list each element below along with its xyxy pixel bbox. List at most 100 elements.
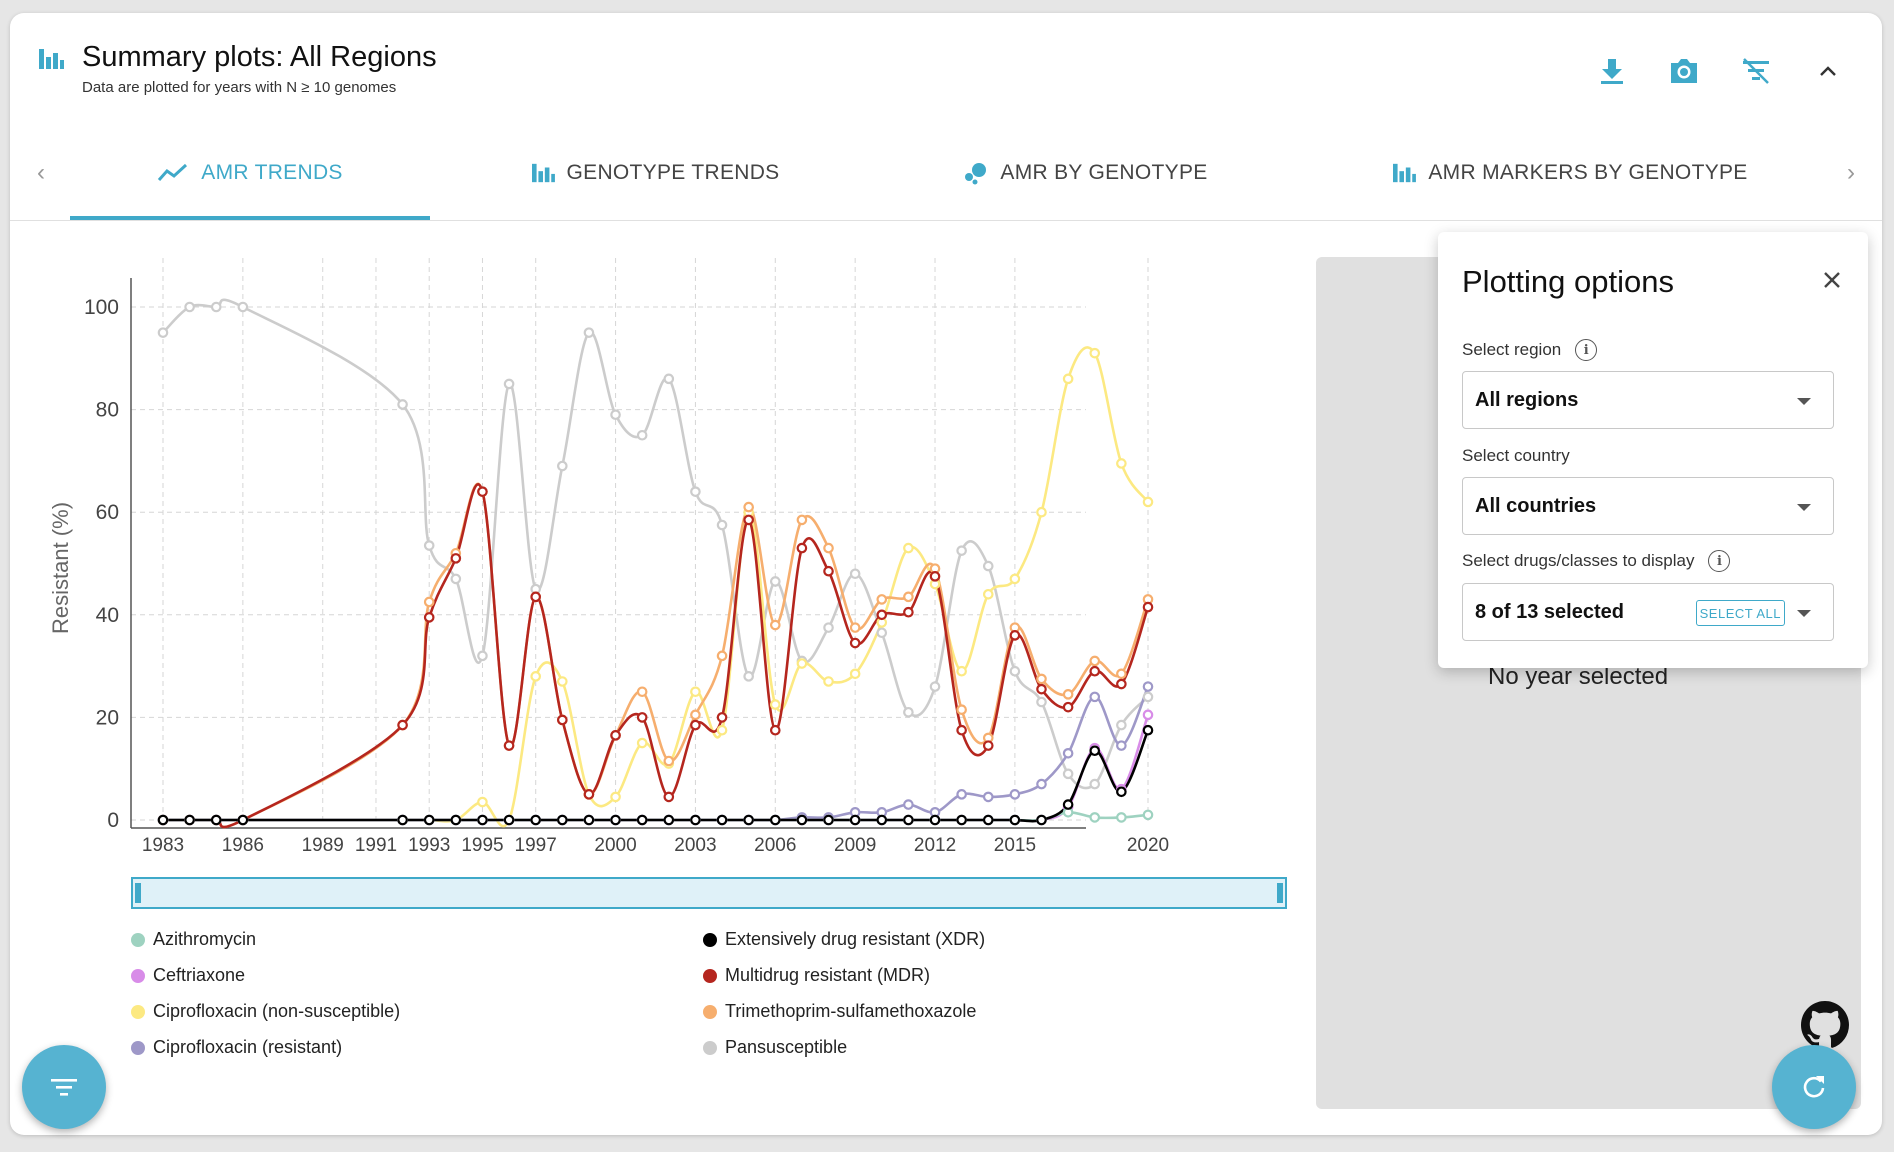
year-range-slider[interactable]	[131, 877, 1287, 909]
chart-bars-icon	[39, 49, 64, 69]
data-point-extensively-drug-resistant-xdr	[956, 814, 967, 826]
legend-item-extensively-drug-resistant-xdr[interactable]: Extensively drug resistant (XDR)	[703, 929, 985, 950]
data-point-ciprofloxacin-non-susceptible	[1142, 496, 1154, 508]
tab-scroll-left-button[interactable]: ‹	[37, 159, 45, 186]
legend-swatch	[703, 1004, 717, 1019]
data-point-pansusceptible	[157, 327, 169, 338]
chevron-up-icon	[1820, 66, 1836, 76]
tab-amr-markers-by-genotype[interactable]: AMR MARKERS BY GENOTYPE	[1370, 125, 1770, 221]
info-icon[interactable]: i	[1708, 550, 1731, 572]
data-point-ciprofloxacin-non-susceptible	[557, 676, 568, 687]
data-point-multidrug-resistant-mdr	[769, 724, 781, 736]
data-point-multidrug-resistant-mdr	[477, 486, 488, 497]
data-point-ciprofloxacin-resistant	[956, 789, 967, 800]
data-point-extensively-drug-resistant-xdr	[663, 814, 675, 826]
data-point-pansusceptible	[716, 519, 728, 531]
data-point-ciprofloxacin-non-susceptible	[690, 686, 701, 698]
legend-swatch	[703, 932, 717, 947]
legend-item-ceftriaxone[interactable]: Ceftriaxone	[131, 965, 245, 986]
legend-swatch	[131, 1040, 145, 1055]
tab-label: AMR BY GENOTYPE	[1000, 161, 1208, 184]
legend-item-multidrug-resistant-mdr[interactable]: Multidrug resistant (MDR)	[703, 965, 930, 986]
data-point-multidrug-resistant-mdr	[982, 740, 994, 751]
data-point-multidrug-resistant-mdr	[1142, 601, 1154, 613]
select-all-button[interactable]: SELECT ALL	[1695, 600, 1785, 626]
country-select[interactable]: All countries	[1462, 477, 1834, 535]
data-point-extensively-drug-resistant-xdr	[769, 814, 781, 826]
screenshot-button[interactable]	[1662, 49, 1706, 93]
data-point-extensively-drug-resistant-xdr	[1036, 814, 1047, 826]
data-point-ciprofloxacin-non-susceptible	[956, 665, 967, 677]
data-point-extensively-drug-resistant-xdr	[929, 814, 941, 826]
data-point-pansusceptible	[557, 460, 568, 472]
data-point-pansusceptible	[982, 560, 994, 572]
data-point-ciprofloxacin-non-susceptible	[769, 699, 781, 710]
close-options-button[interactable]	[1814, 262, 1850, 298]
series-line-pansusceptible	[162, 298, 1149, 790]
data-point-extensively-drug-resistant-xdr	[823, 814, 834, 826]
data-point-extensively-drug-resistant-xdr	[743, 814, 754, 826]
drugs-select[interactable]: 8 of 13 selected SELECT ALL	[1462, 583, 1834, 641]
y-tick-label: 40	[96, 604, 119, 627]
data-point-pansusceptible	[743, 671, 754, 682]
legend-item-ciprofloxacin-resistant[interactable]: Ciprofloxacin (resistant)	[131, 1037, 342, 1058]
data-point-multidrug-resistant-mdr	[929, 571, 941, 582]
close-icon	[1824, 272, 1840, 288]
series-line-ciprofloxacin-non-susceptible	[163, 346, 1150, 828]
data-point-extensively-drug-resistant-xdr	[796, 814, 808, 826]
data-point-pansusceptible	[583, 327, 595, 338]
x-tick-label: 2020	[1127, 835, 1169, 856]
data-point-multidrug-resistant-mdr	[849, 637, 861, 649]
legend-item-pansusceptible[interactable]: Pansusceptible	[703, 1037, 847, 1058]
chart-bars-icon	[1393, 163, 1417, 183]
data-point-pansusceptible	[1142, 691, 1154, 703]
tab-amr-trends[interactable]: AMR TRENDS	[70, 125, 430, 221]
data-point-trimethoprim-sulfamethoxazole	[1036, 673, 1047, 685]
data-point-extensively-drug-resistant-xdr	[903, 814, 914, 826]
dropdown-caret-icon	[1797, 504, 1811, 511]
data-point-pansusceptible	[1116, 719, 1127, 731]
data-point-pansusceptible	[849, 568, 861, 580]
y-tick-label: 100	[84, 296, 119, 319]
legend-item-trimethoprim-sulfamethoxazole[interactable]: Trimethoprim-sulfamethoxazole	[703, 1001, 976, 1022]
filters-fab-button[interactable]	[22, 1045, 106, 1129]
data-point-multidrug-resistant-mdr	[1089, 665, 1101, 677]
reset-fab-button[interactable]	[1772, 1045, 1856, 1129]
data-point-extensively-drug-resistant-xdr	[210, 814, 222, 826]
collapse-button[interactable]	[1806, 49, 1850, 93]
filter-off-icon	[1743, 58, 1769, 84]
tab-genotype-trends[interactable]: GENOTYPE TRENDS	[510, 125, 800, 221]
data-point-pansusceptible	[423, 540, 435, 551]
github-icon[interactable]	[1801, 1001, 1849, 1049]
x-tick-label: 1997	[515, 835, 557, 856]
legend-item-ciprofloxacin-non-susceptible[interactable]: Ciprofloxacin (non-susceptible)	[131, 1001, 400, 1022]
tab-scroll-right-button[interactable]: ›	[1847, 159, 1855, 186]
tab-amr-by-genotype[interactable]: AMR BY GENOTYPE	[940, 125, 1230, 221]
region-select[interactable]: All regions	[1462, 371, 1834, 429]
data-point-ciprofloxacin-non-susceptible	[530, 671, 542, 682]
x-tick-label: 2012	[914, 835, 956, 856]
download-button[interactable]	[1590, 49, 1634, 93]
x-tick-label: 2015	[994, 835, 1036, 856]
country-label: Select country	[1462, 446, 1570, 465]
slider-handle-start[interactable]	[135, 883, 141, 903]
data-point-pansusceptible	[636, 429, 648, 441]
slider-handle-end[interactable]	[1277, 883, 1283, 903]
clear-filters-button[interactable]	[1734, 49, 1778, 93]
data-point-extensively-drug-resistant-xdr	[690, 814, 701, 826]
data-point-multidrug-resistant-mdr	[1036, 683, 1047, 695]
x-tick-label: 1991	[355, 835, 397, 856]
data-point-ciprofloxacin-non-susceptible	[796, 658, 808, 669]
legend-item-azithromycin[interactable]: Azithromycin	[131, 929, 256, 950]
data-point-extensively-drug-resistant-xdr	[636, 814, 648, 826]
data-point-pansusceptible	[610, 409, 621, 421]
info-icon[interactable]: i	[1575, 339, 1598, 361]
plotting-options-title: Plotting options	[1462, 264, 1674, 299]
data-point-extensively-drug-resistant-xdr	[583, 814, 595, 826]
legend-label: Multidrug resistant (MDR)	[725, 965, 931, 985]
data-point-trimethoprim-sulfamethoxazole	[769, 619, 781, 631]
bubble-icon	[965, 163, 987, 185]
plotting-options-panel: Plotting options Select region i All reg…	[1438, 232, 1868, 668]
country-label-row: Select country	[1462, 446, 1570, 466]
data-point-multidrug-resistant-mdr	[423, 612, 435, 623]
